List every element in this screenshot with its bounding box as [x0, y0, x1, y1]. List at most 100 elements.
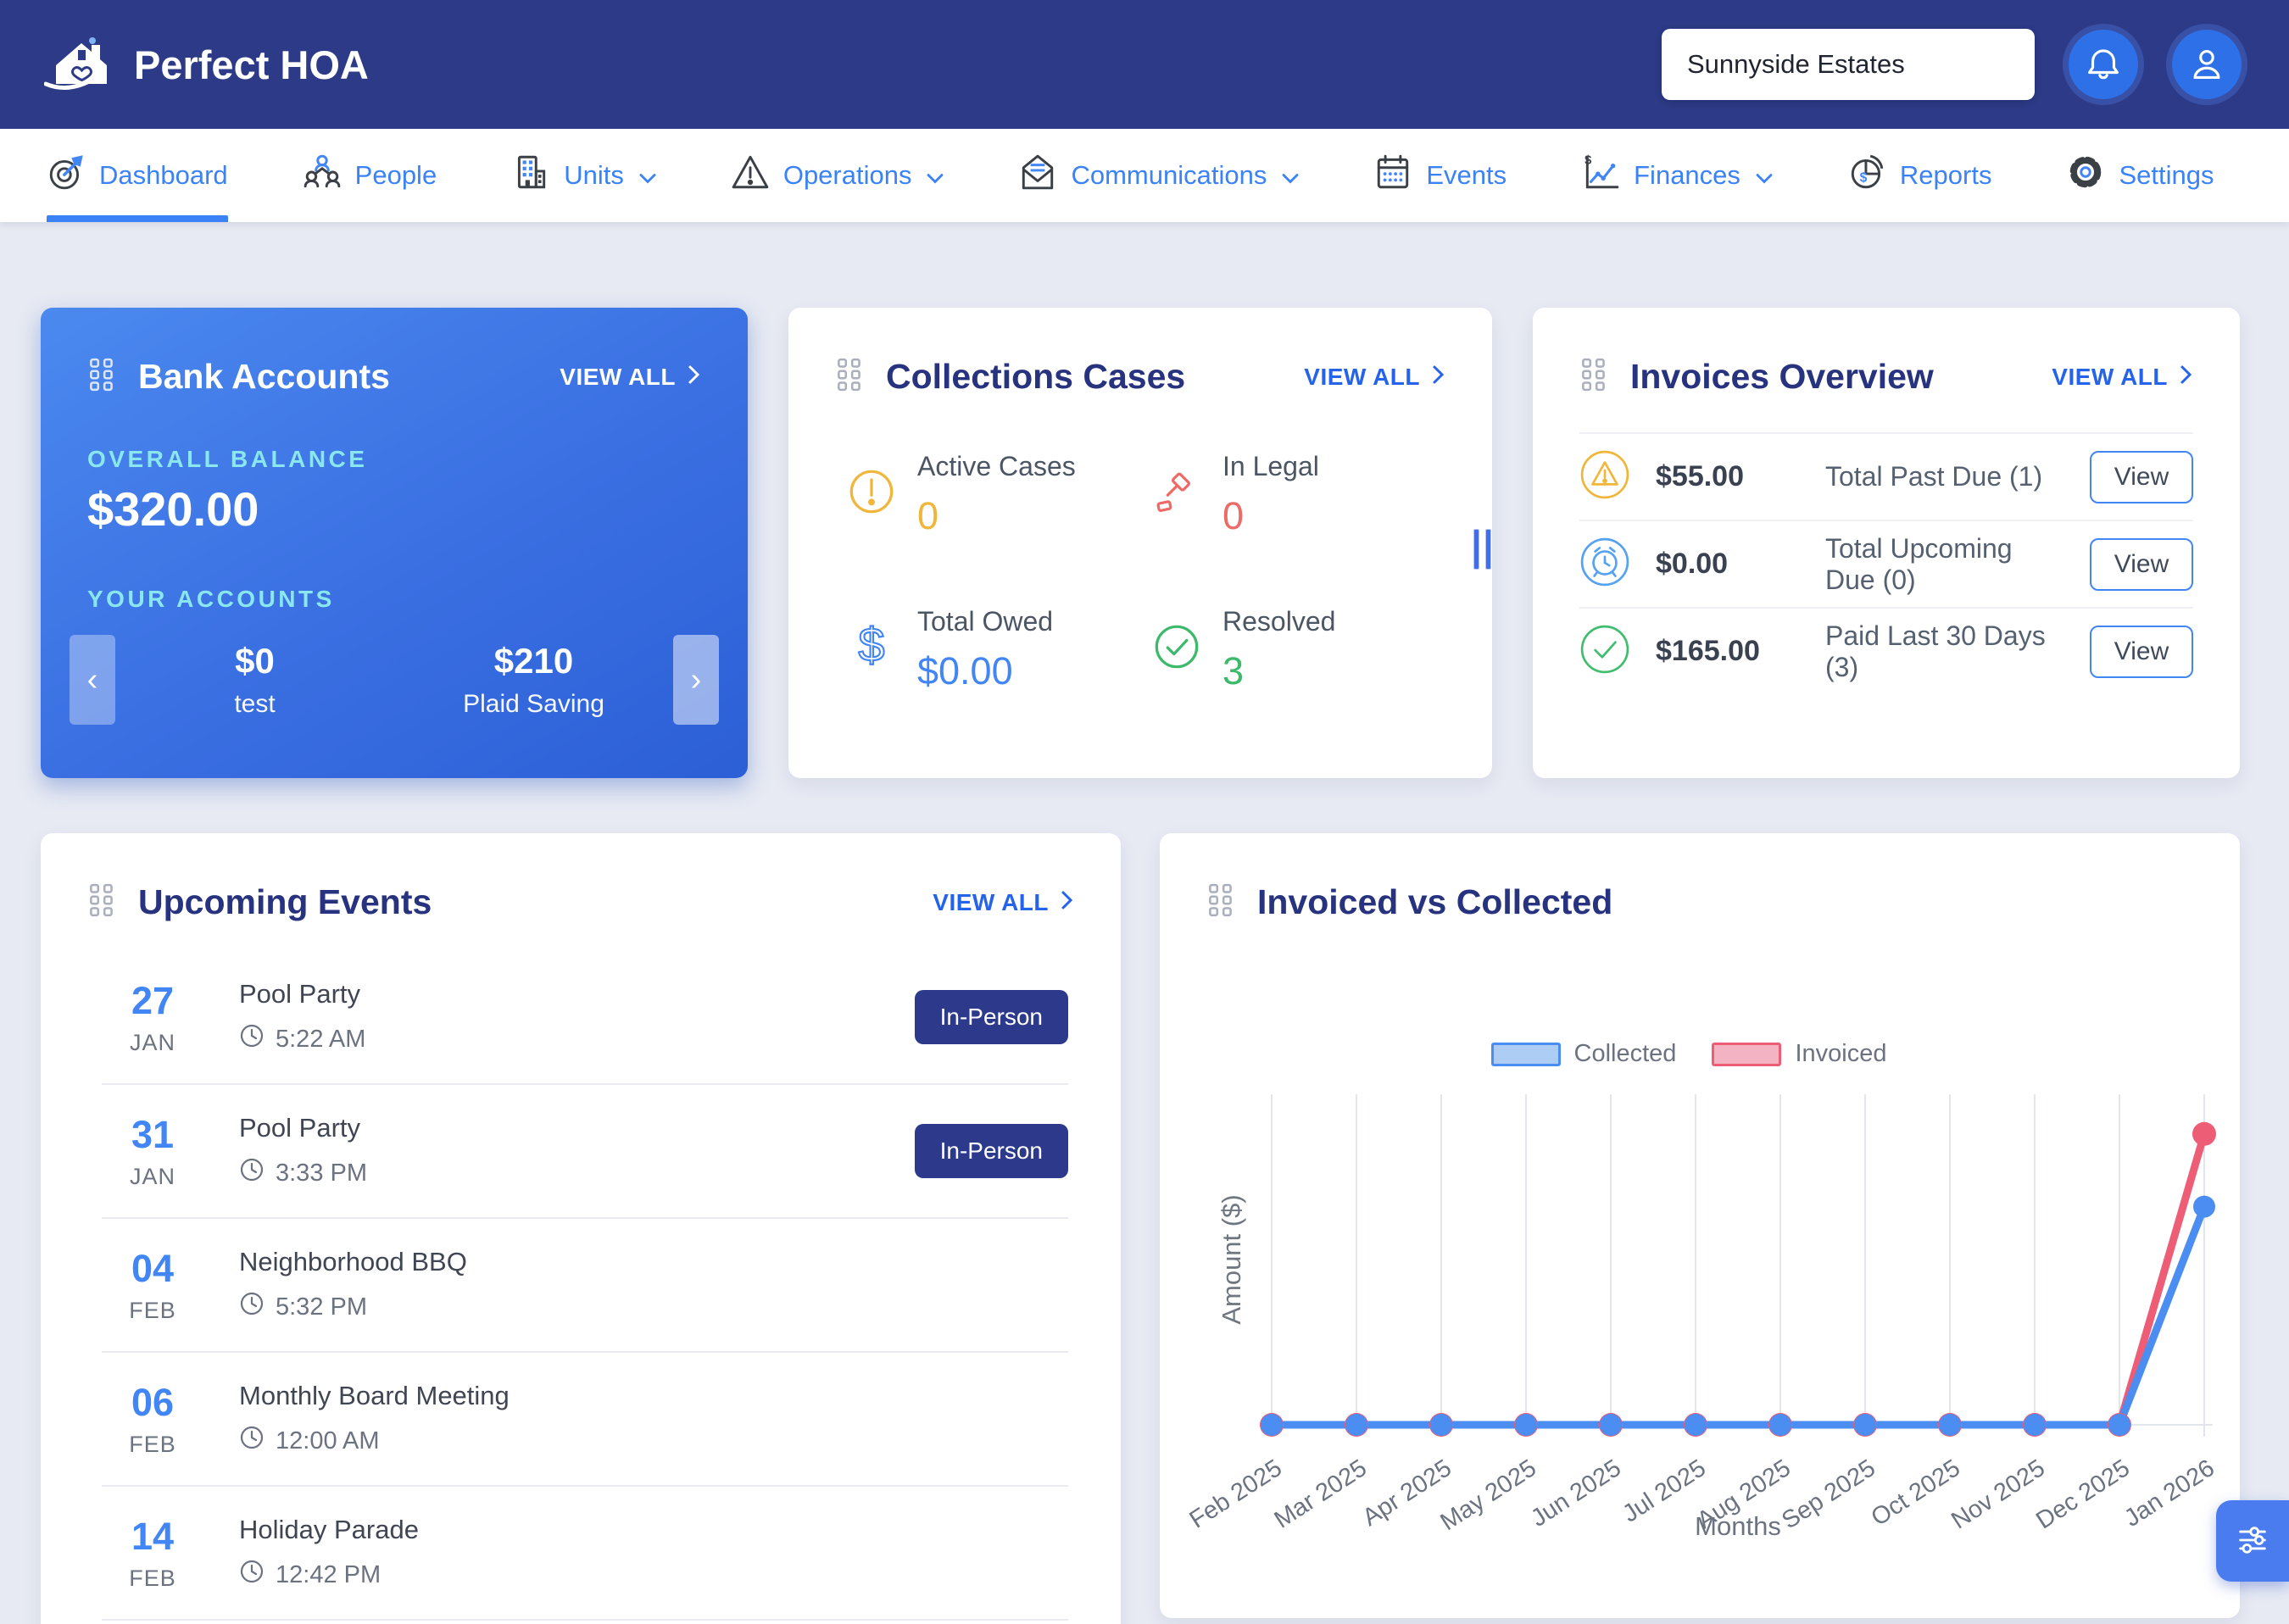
nav-item-people[interactable]: People [303, 129, 437, 222]
events-view-all-link[interactable]: VIEW ALL [933, 889, 1074, 916]
target-dart-icon [47, 153, 86, 198]
check-circle-icon [1579, 624, 1630, 679]
event-list-item[interactable]: 31 JAN Pool Party 3:33 PM In-Person [102, 1085, 1068, 1219]
drag-handle-icon[interactable] [1579, 358, 1608, 396]
dollar-icon: $ [848, 617, 895, 693]
svg-text:May 2025: May 2025 [1436, 1454, 1541, 1536]
svg-text:Nov 2025: Nov 2025 [1946, 1454, 2050, 1534]
event-time: 3:33 PM [239, 1157, 367, 1189]
event-title: Pool Party [239, 1113, 361, 1143]
bank-card-header: Bank Accounts VIEW ALL [41, 308, 748, 397]
collections-view-all-link[interactable]: VIEW ALL [1304, 364, 1445, 391]
carousel-prev-button[interactable]: ‹ [70, 635, 115, 725]
event-date: 14 FEB [129, 1514, 176, 1591]
invoiced-legend-label[interactable]: Invoiced [1795, 1040, 1887, 1067]
nav-item-settings[interactable]: Settings [2066, 129, 2214, 222]
carousel-next-button[interactable]: › [673, 635, 719, 725]
event-list-item[interactable]: 04 FEB Neighborhood BBQ 5:32 PM [102, 1219, 1068, 1353]
drag-handle-icon[interactable] [87, 883, 116, 921]
chevron-down-icon [927, 160, 944, 191]
clock-icon [239, 1023, 265, 1055]
card-resize-handle[interactable] [1473, 529, 1494, 570]
overall-balance-value: $320.00 [87, 482, 259, 536]
clock-icon [239, 1291, 265, 1323]
svg-text:Jan 2026: Jan 2026 [2119, 1454, 2219, 1532]
bank-view-all-link[interactable]: VIEW ALL [560, 364, 701, 391]
collected-legend-label[interactable]: Collected [1573, 1040, 1677, 1067]
building-icon [511, 153, 550, 198]
bank-account-item[interactable]: $0 test [115, 641, 394, 719]
events-list: 27 JAN Pool Party 5:22 AM In-Person [102, 951, 1068, 1621]
event-time: 5:32 PM [239, 1291, 467, 1323]
invoice-row-past-due: $55.00 Total Past Due (1) View [1579, 432, 2193, 520]
event-list-item[interactable]: 27 JAN Pool Party 5:22 AM In-Person [102, 951, 1068, 1085]
chevron-right-icon [688, 364, 701, 391]
event-list-item[interactable]: 14 FEB Holiday Parade 12:42 PM [102, 1487, 1068, 1621]
alarm-clock-circle-icon [1579, 537, 1630, 592]
upcoming-events-card: Upcoming Events VIEW ALL 27 JAN Pool Par… [41, 833, 1121, 1624]
nav-label: Events [1426, 160, 1507, 190]
drag-handle-icon[interactable] [835, 358, 864, 396]
events-card-header: Upcoming Events VIEW ALL [41, 833, 1121, 922]
overall-balance-label: OVERALL BALANCE [87, 446, 368, 472]
invoices-view-all-link[interactable]: VIEW ALL [2052, 364, 2193, 391]
event-date: 04 FEB [129, 1246, 176, 1323]
view-upcoming-due-button[interactable]: View [2090, 537, 2193, 591]
event-time: 12:42 PM [239, 1559, 419, 1591]
clock-icon [239, 1559, 265, 1591]
nav-label: People [354, 160, 437, 190]
collections-cases-card: Collections Cases VIEW ALL Active Cases … [788, 308, 1492, 778]
nav-item-units[interactable]: Units [511, 129, 656, 222]
account-amount: $210 [493, 641, 574, 681]
event-time: 12:00 AM [239, 1425, 510, 1457]
nav-label: Finances [1634, 160, 1740, 190]
invoice-label: Total Upcoming Due (0) [1825, 532, 2013, 595]
stat-label: In Legal [1222, 451, 1319, 481]
nav-label: Settings [2119, 160, 2214, 190]
svg-text:$: $ [1860, 171, 1868, 186]
nav-item-communications[interactable]: Communications [1018, 129, 1299, 222]
clock-icon [239, 1157, 265, 1189]
invoice-amount: $0.00 [1656, 548, 1729, 580]
profile-button[interactable] [2172, 30, 2242, 99]
svg-text:Jun 2025: Jun 2025 [1526, 1454, 1626, 1532]
gavel-icon [1153, 468, 1200, 538]
stat-total-owed: $ Total Owed $0.00 [848, 606, 1153, 693]
invoiced-vs-collected-card: Invoiced vs Collected Collected Invoiced… [1160, 833, 2240, 1618]
event-date: 06 FEB [129, 1380, 176, 1457]
stat-label: Total Owed [917, 606, 1054, 637]
collections-card-header: Collections Cases VIEW ALL [788, 308, 1492, 397]
collections-stats-grid: Active Cases 0 In Legal 0 [788, 397, 1492, 693]
invoice-row-paid: $165.00 Paid Last 30 Days (3) View [1579, 607, 2193, 694]
calendar-icon [1373, 153, 1412, 198]
drag-handle-icon[interactable] [1206, 883, 1235, 921]
stat-value: $0.00 [917, 649, 1013, 692]
nav-item-dashboard[interactable]: Dashboard [47, 129, 228, 222]
event-type-badge: In-Person [914, 990, 1068, 1044]
app-logo: Perfect HOA [43, 35, 369, 95]
stat-value: 0 [1222, 494, 1245, 537]
nav-label: Units [564, 160, 624, 190]
finance-chart-icon: $ [1581, 153, 1620, 198]
view-past-due-button[interactable]: View [2090, 450, 2193, 503]
association-search-input[interactable] [1662, 29, 2035, 100]
stat-value: 0 [917, 494, 939, 537]
card-title: Invoices Overview [1630, 357, 1934, 396]
account-name: test [234, 690, 276, 718]
nav-item-finances[interactable]: $ Finances [1581, 129, 1773, 222]
invoiced-legend-swatch[interactable] [1712, 1042, 1782, 1066]
nav-item-events[interactable]: Events [1373, 129, 1507, 222]
notifications-button[interactable] [2069, 30, 2138, 99]
bank-account-item[interactable]: $210 Plaid Saving [394, 641, 673, 719]
collected-legend-swatch[interactable] [1490, 1042, 1561, 1066]
event-list-item[interactable]: 06 FEB Monthly Board Meeting 12:00 AM [102, 1353, 1068, 1487]
view-paid-button[interactable]: View [2090, 625, 2193, 678]
event-title: Neighborhood BBQ [239, 1247, 467, 1276]
stat-resolved: Resolved 3 [1153, 606, 1458, 693]
nav-item-operations[interactable]: Operations [731, 129, 944, 222]
drag-handle-icon[interactable] [87, 358, 116, 396]
dashboard-filter-fab[interactable] [2216, 1500, 2289, 1582]
event-title: Pool Party [239, 979, 361, 1009]
nav-item-reports[interactable]: $ Reports [1847, 129, 1991, 222]
